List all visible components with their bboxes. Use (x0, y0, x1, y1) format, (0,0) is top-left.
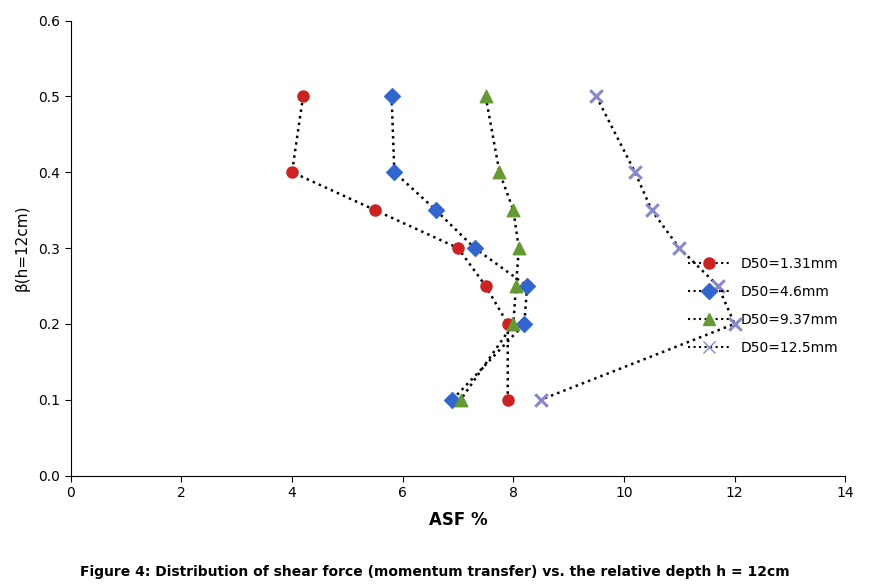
Point (509, 281, 523, 291)
Point (388, 167, 401, 177)
Point (429, 205, 443, 215)
Point (673, 243, 687, 253)
Point (645, 205, 659, 215)
Point (711, 281, 725, 291)
Legend: D50=1.31mm, D50=4.6mm, D50=9.37mm, D50=12.5mm: D50=1.31mm, D50=4.6mm, D50=9.37mm, D50=1… (687, 257, 839, 355)
Point (534, 395, 547, 404)
Point (468, 243, 481, 253)
Point (507, 205, 521, 215)
X-axis label: ASF %: ASF % (428, 511, 488, 529)
Point (727, 319, 741, 329)
Point (368, 205, 382, 215)
Point (451, 243, 465, 253)
Point (501, 395, 514, 404)
Y-axis label: β(h=12cm): β(h=12cm) (15, 205, 30, 291)
Point (446, 395, 460, 404)
Point (517, 319, 531, 329)
Point (507, 319, 521, 329)
Point (501, 319, 514, 329)
Point (296, 92, 310, 101)
Point (589, 92, 603, 101)
Point (512, 243, 526, 253)
Point (454, 395, 468, 404)
Point (479, 92, 493, 101)
Point (521, 281, 534, 291)
Point (493, 167, 507, 177)
Point (285, 167, 299, 177)
Point (385, 92, 399, 101)
Text: Figure 4: Distribution of shear force (momentum transfer) vs. the relative depth: Figure 4: Distribution of shear force (m… (80, 565, 789, 579)
Point (479, 281, 493, 291)
Point (628, 167, 642, 177)
